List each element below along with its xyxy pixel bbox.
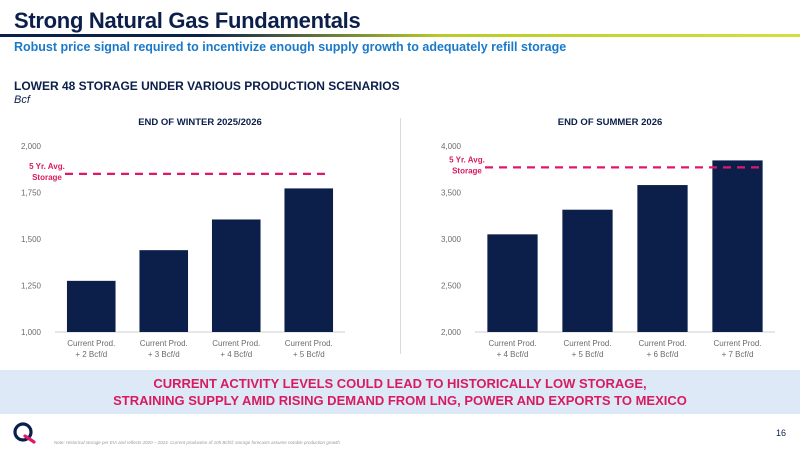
x-tick-label: + 5 Bcf/d (572, 350, 604, 359)
chart-divider (400, 118, 401, 354)
company-logo-icon (10, 422, 40, 449)
footnote: Note: Historical storage per EIA and ref… (54, 440, 341, 445)
x-tick-label: + 2 Bcf/d (75, 350, 107, 359)
y-tick-label: 2,500 (441, 282, 462, 291)
bar (487, 234, 538, 332)
x-tick-label: + 7 Bcf/d (722, 350, 754, 359)
y-tick-label: 1,250 (21, 282, 42, 291)
x-tick-label: Current Prod. (713, 339, 761, 348)
x-tick-label: Current Prod. (488, 339, 536, 348)
y-tick-label: 2,000 (21, 142, 42, 151)
callout-line-1: CURRENT ACTIVITY LEVELS COULD LEAD TO HI… (153, 376, 647, 391)
x-tick-label: Current Prod. (638, 339, 686, 348)
x-tick-label: + 6 Bcf/d (647, 350, 679, 359)
x-tick-label: Current Prod. (212, 339, 260, 348)
y-tick-label: 4,000 (441, 142, 462, 151)
bar (637, 185, 688, 332)
five-year-avg-label: 5 Yr. Avg. (29, 162, 65, 171)
x-tick-label: Current Prod. (67, 339, 115, 348)
x-tick-label: Current Prod. (563, 339, 611, 348)
title-underline (0, 34, 800, 37)
five-year-avg-label: 5 Yr. Avg. (449, 155, 485, 164)
five-year-avg-label: Storage (32, 173, 62, 182)
chart-title: END OF SUMMER 2026 (558, 117, 663, 128)
y-tick-label: 1,750 (21, 189, 42, 198)
x-tick-label: + 4 Bcf/d (220, 350, 252, 359)
bar (211, 219, 261, 332)
bar (66, 280, 116, 332)
bar (284, 188, 334, 332)
five-year-avg-label: Storage (452, 166, 482, 175)
y-tick-label: 3,500 (441, 189, 462, 198)
callout-banner: CURRENT ACTIVITY LEVELS COULD LEAD TO HI… (0, 370, 800, 414)
x-tick-label: + 5 Bcf/d (293, 350, 325, 359)
bar (562, 209, 613, 332)
y-tick-label: 2,000 (441, 328, 462, 337)
x-tick-label: + 4 Bcf/d (497, 350, 529, 359)
bar (139, 250, 189, 332)
y-tick-label: 1,500 (21, 235, 42, 244)
page-subtitle: Robust price signal required to incentiv… (14, 40, 567, 54)
winter-chart: END OF WINTER 2025/2026 1,000 1,250 1,500 1,… (0, 110, 400, 360)
page-number: 16 (775, 428, 786, 438)
unit-label: Bcf (14, 94, 30, 106)
y-tick-label: 1,000 (21, 328, 42, 337)
y-tick-label: 3,000 (441, 235, 462, 244)
summer-chart: END OF SUMMER 2026 2,000 2,500 3,000 3,500 4,… (410, 110, 800, 360)
page-title: Strong Natural Gas Fundamentals (14, 8, 361, 33)
x-tick-label: + 3 Bcf/d (148, 350, 180, 359)
chart-title: END OF WINTER 2025/2026 (138, 117, 262, 128)
callout-line-2: STRAINING SUPPLY AMID RISING DEMAND FROM… (113, 393, 687, 408)
section-title: LOWER 48 STORAGE UNDER VARIOUS PRODUCTIO… (14, 79, 400, 93)
x-tick-label: Current Prod. (140, 339, 188, 348)
x-tick-label: Current Prod. (285, 339, 333, 348)
bar (712, 160, 763, 332)
